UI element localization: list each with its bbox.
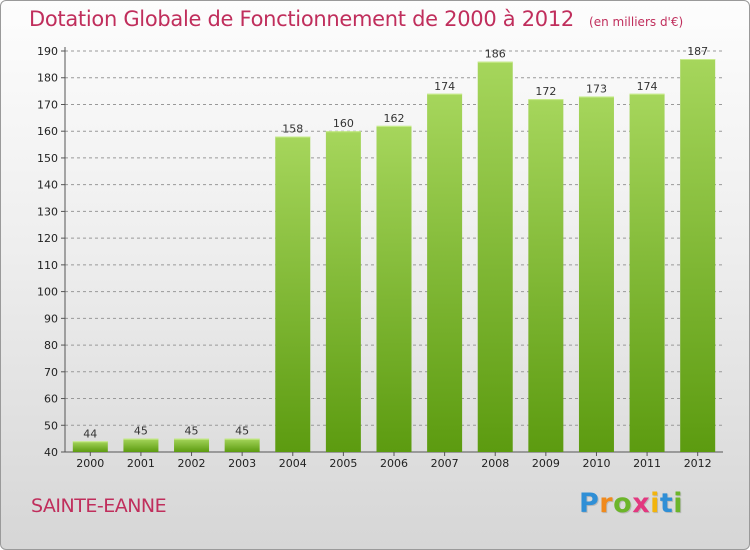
- y-tick-label: 90: [44, 312, 58, 325]
- y-tick-label: 110: [37, 259, 58, 272]
- bar-value-label: 45: [134, 425, 148, 438]
- logo-letter: o: [613, 488, 633, 519]
- x-tick-label: 2002: [178, 457, 206, 470]
- bar: [477, 61, 513, 453]
- y-tick-label: 150: [37, 152, 58, 165]
- x-tick-label: 2001: [127, 457, 155, 470]
- x-tick-label: 2012: [684, 457, 712, 470]
- y-tick-label: 40: [44, 446, 58, 459]
- bar-value-label: 187: [687, 45, 708, 58]
- y-tick-label: 180: [37, 72, 58, 85]
- bar-value-label: 45: [185, 425, 199, 438]
- bar: [528, 99, 564, 453]
- bar-value-label: 158: [282, 123, 303, 136]
- y-tick-label: 190: [37, 45, 58, 58]
- proxiti-logo: Proxiti: [579, 488, 683, 519]
- city-name: SAINTE-EANNE: [31, 495, 167, 517]
- y-tick-label: 120: [37, 232, 58, 245]
- bar: [427, 93, 463, 453]
- bar: [578, 96, 614, 453]
- y-tick-label: 60: [44, 393, 58, 406]
- bar-value-label: 174: [434, 80, 455, 93]
- y-tick-label: 160: [37, 125, 58, 138]
- bar-value-label: 45: [235, 425, 249, 438]
- x-tick-label: 2011: [633, 457, 661, 470]
- bar: [629, 93, 665, 453]
- x-tick-label: 2007: [431, 457, 459, 470]
- logo-letter: P: [579, 488, 600, 519]
- y-tick-label: 130: [37, 205, 58, 218]
- bar: [224, 438, 260, 452]
- bar-value-label: 162: [384, 112, 405, 125]
- y-tick-label: 50: [44, 419, 58, 432]
- x-tick-label: 2010: [582, 457, 610, 470]
- bar: [325, 131, 361, 452]
- bar-value-label: 173: [586, 82, 607, 95]
- bars: [72, 59, 716, 453]
- y-tick-label: 170: [37, 98, 58, 111]
- bar: [275, 136, 311, 452]
- chart-title: Dotation Globale de Fonctionnement de 20…: [29, 7, 574, 31]
- bar: [376, 125, 412, 452]
- y-tick-label: 80: [44, 339, 58, 352]
- x-tick-label: 2003: [228, 457, 256, 470]
- logo-letter: i: [673, 488, 684, 519]
- logo-letter: r: [599, 488, 614, 519]
- x-tick-label: 2000: [76, 457, 104, 470]
- logo-letter: i: [650, 488, 660, 519]
- labels: 40 50 60 70 80 90 100 110 120 130 140 150 160 170 180 1…: [37, 45, 712, 470]
- bar-value-label: 186: [485, 48, 506, 61]
- x-tick-label: 2006: [380, 457, 408, 470]
- logo-letter: t: [659, 488, 674, 519]
- chart-unit-note: (en milliers d'€): [589, 15, 684, 29]
- bar-value-label: 172: [535, 85, 556, 98]
- x-tick-label: 2005: [329, 457, 357, 470]
- x-tick-label: 2004: [279, 457, 307, 470]
- bar-value-label: 44: [83, 427, 97, 440]
- bar-value-label: 174: [637, 80, 658, 93]
- y-tick-label: 140: [37, 179, 58, 192]
- bar: [72, 441, 108, 452]
- bar: [123, 438, 159, 452]
- bar: [680, 59, 716, 453]
- x-tick-label: 2008: [481, 457, 509, 470]
- y-tick-label: 70: [44, 366, 58, 379]
- x-tick-label: 2009: [532, 457, 560, 470]
- title-row: Dotation Globale de Fonctionnement de 20…: [29, 7, 683, 31]
- bar: [174, 438, 210, 452]
- logo-letter: x: [632, 488, 651, 519]
- bar-value-label: 160: [333, 117, 354, 130]
- y-tick-label: 100: [37, 286, 58, 299]
